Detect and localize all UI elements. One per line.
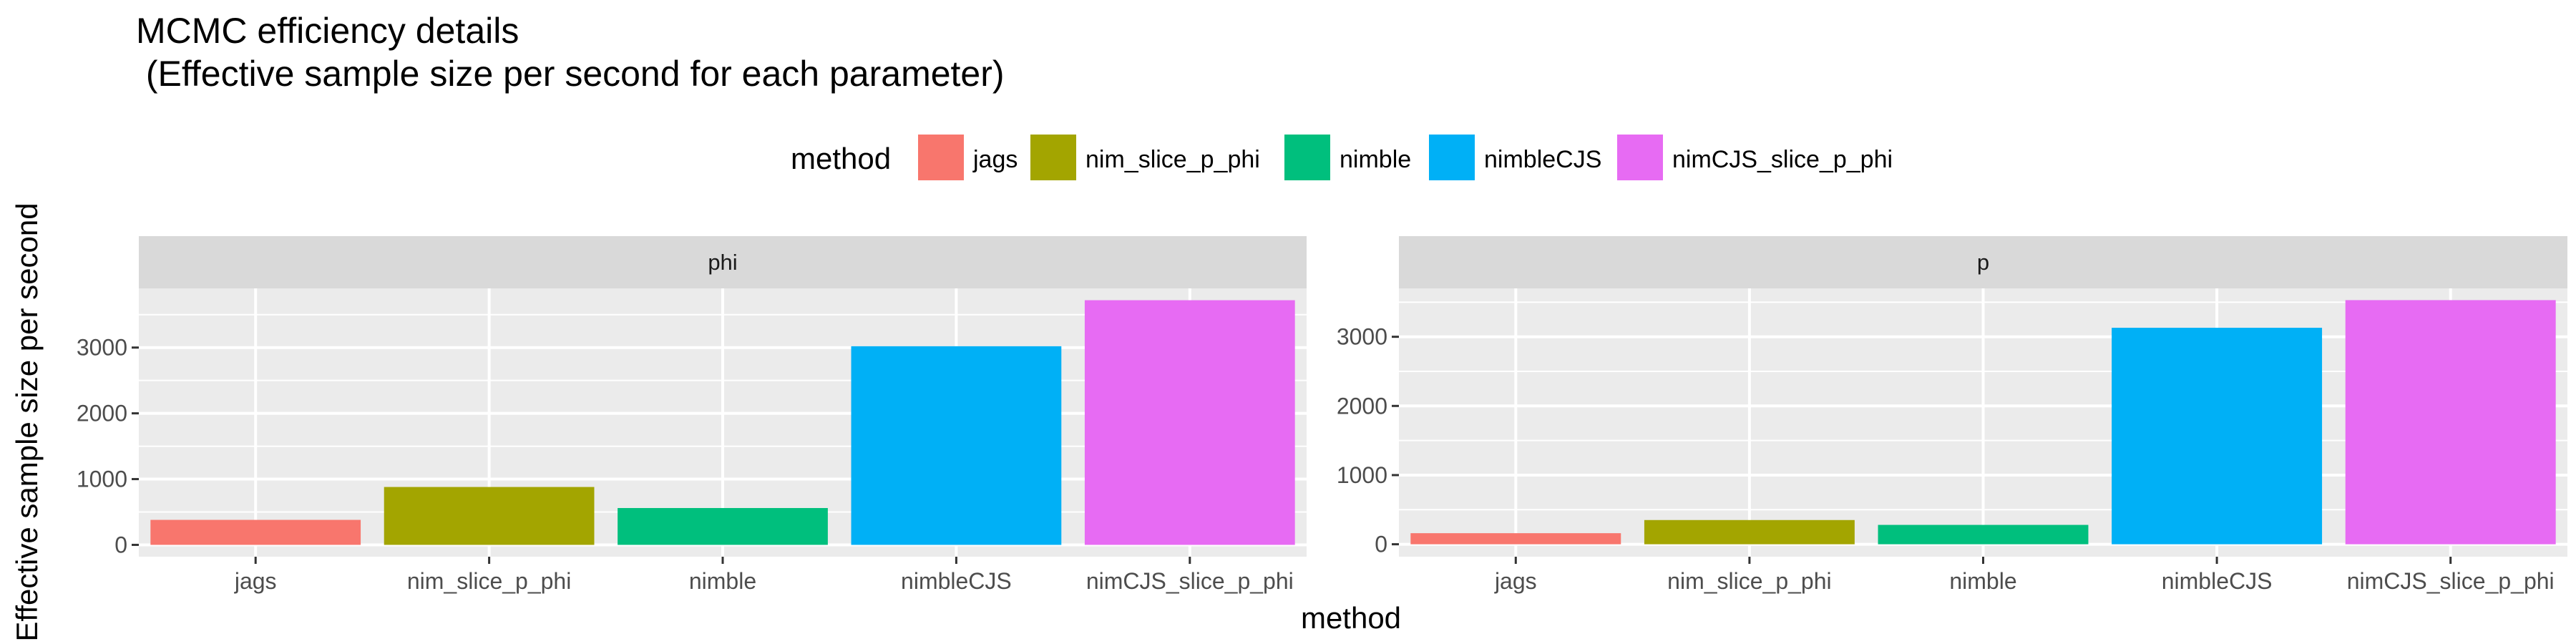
- bar-p-nimbleCJS: [2112, 328, 2323, 545]
- legend-label-nimCJS_slice_p_phi: nimCJS_slice_p_phi: [1672, 146, 1893, 173]
- x-tick-label: nim_slice_p_phi: [1667, 568, 1831, 594]
- y-axis-title: Effective sample size per second: [10, 203, 44, 641]
- facet-panels: phi 0 1000 2000 3000 jags nim_slice_p_phi nimbl…: [77, 236, 2567, 594]
- facet-panel-phi: phi 0 1000 2000 3000 jags nim_slice_p_phi nimbl…: [77, 236, 1307, 594]
- y-tick-label: 2000: [77, 401, 127, 426]
- legend-label-jags: jags: [972, 146, 1018, 173]
- x-tick-label: nimbleCJS: [2162, 568, 2273, 594]
- facet-strip-phi: [139, 236, 1307, 288]
- y-tick-label: 0: [1375, 532, 1387, 557]
- x-tick-label: nim_slice_p_phi: [407, 568, 571, 594]
- bar-phi-nim_slice_p_phi: [384, 487, 595, 545]
- y-tick-label: 3000: [77, 335, 127, 361]
- x-tick-label: nimble: [1949, 568, 2016, 594]
- legend-label-nimble: nimble: [1340, 146, 1411, 173]
- legend-label-nimbleCJS: nimbleCJS: [1484, 146, 1601, 173]
- y-tick-label: 0: [114, 532, 127, 557]
- facet-panel-p: p 0 1000 2000 3000 jags nim_slice_p_phi nimble n…: [1337, 236, 2567, 594]
- facet-strip-label: phi: [708, 250, 737, 275]
- legend-key-nimCJS_slice_p_phi: [1617, 135, 1663, 180]
- bar-phi-jags: [150, 519, 361, 545]
- legend-title: method: [791, 142, 891, 175]
- x-tick-label: nimCJS_slice_p_phi: [2347, 568, 2555, 594]
- legend-key-nimbleCJS: [1429, 135, 1475, 180]
- x-tick-label: nimble: [689, 568, 756, 594]
- y-tick-label: 1000: [77, 467, 127, 492]
- legend-key-nim_slice_p_phi: [1030, 135, 1076, 180]
- x-tick-label: jags: [1494, 568, 1537, 594]
- facet-strip-p: [1399, 236, 2567, 288]
- x-tick-label: jags: [234, 568, 277, 594]
- facet-strip-label: p: [1977, 250, 1989, 275]
- chart-title-line-1: MCMC efficiency details: [136, 11, 519, 51]
- bar-p-jags: [1410, 533, 1621, 545]
- bar-phi-nimCJS_slice_p_phi: [1084, 300, 1295, 545]
- legend-key-jags: [918, 135, 964, 180]
- bar-p-nim_slice_p_phi: [1644, 519, 1855, 545]
- legend: method jags nim_slice_p_phi nimble nimbleCJ…: [791, 135, 1893, 180]
- x-tick-label: nimbleCJS: [901, 568, 1012, 594]
- bar-p-nimCJS_slice_p_phi: [2345, 300, 2556, 545]
- legend-label-nim_slice_p_phi: nim_slice_p_phi: [1085, 146, 1260, 173]
- legend-key-nimble: [1284, 135, 1330, 180]
- y-tick-label: 3000: [1337, 324, 1387, 350]
- y-tick-label: 2000: [1337, 393, 1387, 419]
- chart-title-line-2: (Effective sample size per second for ea…: [136, 54, 1005, 94]
- x-tick-label: nimCJS_slice_p_phi: [1086, 568, 1294, 594]
- bar-p-nimble: [1878, 525, 2089, 545]
- x-axis-title: method: [1301, 601, 1401, 635]
- bar-phi-nimbleCJS: [851, 346, 1062, 545]
- y-tick-label: 1000: [1337, 462, 1387, 488]
- bar-phi-nimble: [618, 507, 828, 545]
